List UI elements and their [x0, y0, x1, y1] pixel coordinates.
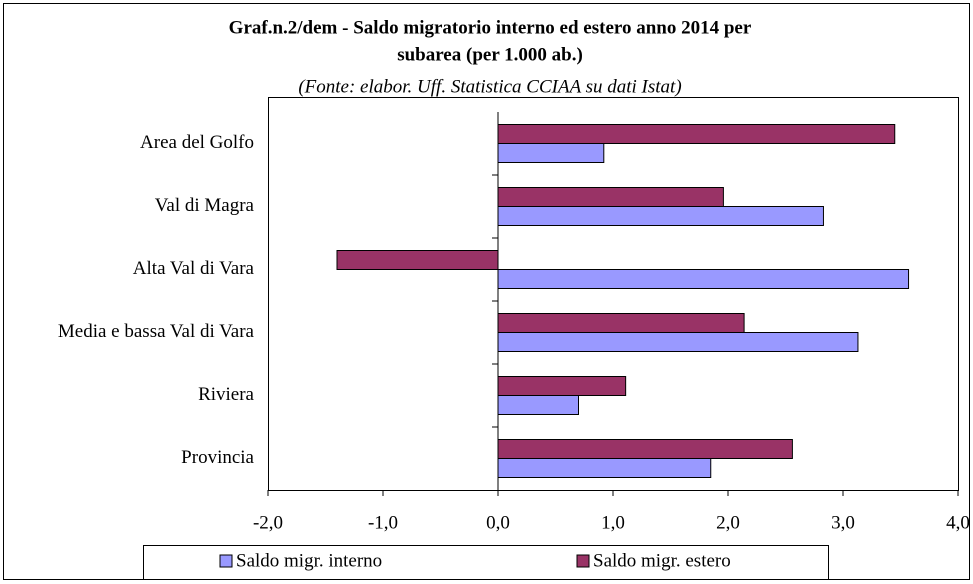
- bar: [336, 250, 499, 270]
- bar: [497, 269, 910, 289]
- x-tick-label: 4,0: [946, 512, 970, 533]
- chart-title: subarea (per 1.000 ab.): [397, 44, 583, 65]
- chart-title: Graf.n.2/dem - Saldo migratorio interno …: [229, 17, 752, 38]
- y-tick-label: Alta Val di Vara: [133, 258, 255, 279]
- legend-swatch: [576, 554, 590, 568]
- bar: [497, 376, 627, 396]
- x-tick-label: -1,0: [368, 512, 398, 533]
- chart-subtitle: (Fonte: elabor. Uff. Statistica CCIAA su…: [298, 76, 681, 97]
- y-tick-label: Val di Magra: [155, 195, 255, 216]
- bar: [497, 124, 896, 144]
- bar: [497, 395, 579, 415]
- chart-frame: [3, 3, 970, 580]
- bar: [497, 143, 605, 163]
- bar: [497, 439, 793, 459]
- legend: [143, 545, 829, 580]
- legend-swatch: [219, 554, 233, 568]
- y-tick-label: Media e bassa Val di Vara: [58, 321, 255, 342]
- x-tick-label: 3,0: [831, 512, 855, 533]
- legend-label: Saldo migr. estero: [593, 550, 731, 571]
- x-tick-label: -2,0: [253, 512, 283, 533]
- bar: [497, 206, 824, 226]
- bar: [497, 187, 724, 207]
- legend-label: Saldo migr. interno: [236, 550, 382, 571]
- x-tick-label: 2,0: [716, 512, 740, 533]
- y-tick-label: Riviera: [198, 384, 254, 405]
- bar: [497, 458, 712, 478]
- bar: [497, 313, 745, 333]
- y-tick-label: Area del Golfo: [140, 132, 254, 153]
- x-tick-label: 0,0: [486, 512, 510, 533]
- bar: [497, 332, 859, 352]
- x-tick-label: 1,0: [601, 512, 625, 533]
- y-tick-label: Provincia: [181, 447, 254, 468]
